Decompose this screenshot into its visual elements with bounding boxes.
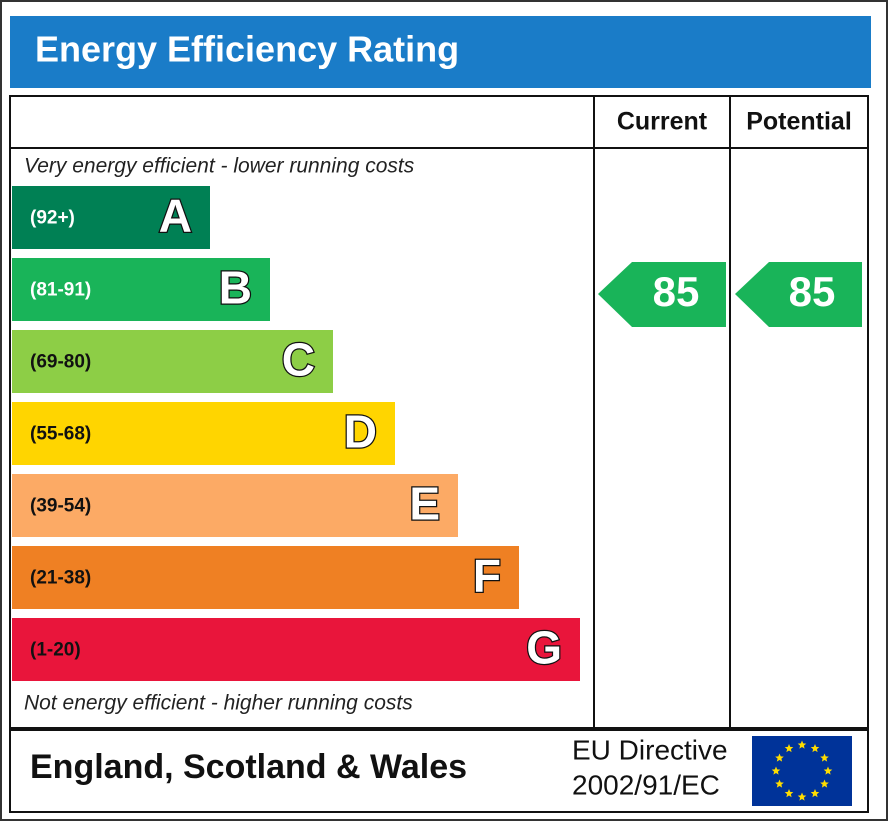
band-range: (21-38): [30, 568, 91, 589]
footer-box: [9, 729, 869, 813]
eu-star: [797, 792, 807, 801]
band-letter: E: [409, 478, 440, 530]
band-letter: D: [344, 406, 377, 458]
potential-header: Potential: [746, 108, 852, 136]
eu-star: [771, 766, 781, 775]
band-bar: [12, 618, 580, 681]
eu-star: [810, 789, 820, 798]
eu-star: [823, 766, 833, 775]
band-bar: [12, 402, 395, 465]
bottom-note: Not energy efficient - higher running co…: [24, 692, 413, 715]
band-bar: [12, 474, 458, 537]
current-header: Current: [617, 108, 708, 136]
current-arrow: [598, 262, 726, 327]
eu-star: [810, 744, 820, 753]
bands: (92+) A (81-91) B (69-80) C (55-68) D (39-54) E (2…: [12, 186, 580, 681]
band-bar: [12, 546, 519, 609]
top-note: Very energy efficient - lower running co…: [24, 155, 415, 178]
band-letter: C: [282, 334, 315, 386]
eu-star: [820, 779, 829, 788]
eu-star: [784, 744, 794, 753]
band-letter: F: [473, 550, 501, 602]
band-letter: G: [526, 622, 562, 674]
band-range: (55-68): [30, 424, 91, 445]
eu-star: [797, 740, 807, 749]
directive-line: EU Directive: [572, 734, 728, 765]
eu-stars: [771, 740, 833, 801]
current-value: 85: [653, 268, 700, 315]
title: Energy Efficiency Rating: [35, 29, 459, 70]
eu-star: [775, 753, 784, 762]
main-box: [9, 95, 869, 729]
title-bar: [10, 16, 871, 88]
band-range: (1-20): [30, 640, 81, 661]
band-bar: [12, 186, 210, 249]
band-range: (39-54): [30, 496, 91, 517]
band-range: (92+): [30, 208, 75, 229]
directive-line: 2002/91/EC: [572, 769, 720, 800]
band-range: (69-80): [30, 352, 91, 373]
eu-star: [820, 753, 829, 762]
region: England, Scotland & Wales: [30, 748, 467, 786]
eu-star: [784, 789, 794, 798]
eu-star: [775, 779, 784, 788]
band-bar: [12, 330, 333, 393]
band-bar: [12, 258, 270, 321]
potential-arrow: [735, 262, 862, 327]
potential-value: 85: [789, 268, 836, 315]
band-letter: A: [159, 190, 192, 242]
band-letter: B: [219, 262, 252, 314]
band-range: (81-91): [30, 280, 91, 301]
